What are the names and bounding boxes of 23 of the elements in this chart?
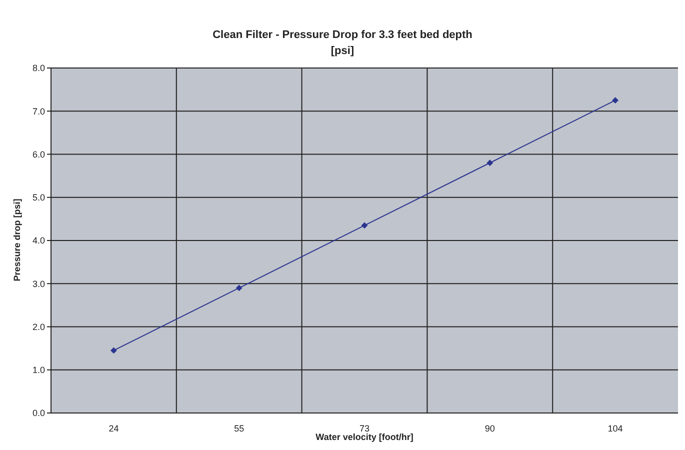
y-tick-label: 8.0 xyxy=(32,63,45,74)
x-tick-label: 55 xyxy=(234,423,244,434)
point xyxy=(612,97,618,104)
x-axis-title: Water velocity [foot/hr] xyxy=(314,432,414,442)
x-tick-label: 24 xyxy=(108,423,119,434)
point xyxy=(110,347,117,354)
y-tick-label: 2.0 xyxy=(32,322,45,332)
x-tick-label: 90 xyxy=(484,423,495,434)
x-tick-label: 104 xyxy=(608,423,623,434)
point xyxy=(361,222,368,229)
y-tick-label: 4.0 xyxy=(32,236,45,246)
point xyxy=(236,284,242,292)
y-tick-label: 5.0 xyxy=(32,192,45,203)
y-axis-title: Pressure drop [psi] xyxy=(12,198,22,282)
y-tick-label: 3.0 xyxy=(32,278,45,289)
y-tick-label: 6.0 xyxy=(32,149,45,160)
y-tick-label: 7.0 xyxy=(32,106,45,116)
y-tick-label: 1.0 xyxy=(32,365,45,376)
chart-title: Clean Filter - Pressure Drop for 3.3 feet bed depth xyxy=(212,28,474,43)
point xyxy=(486,160,494,166)
chart-subtitle: [psi] xyxy=(330,44,356,59)
y-tick-label: 0.0 xyxy=(32,408,45,418)
x-tick-label: 73 xyxy=(359,423,370,434)
